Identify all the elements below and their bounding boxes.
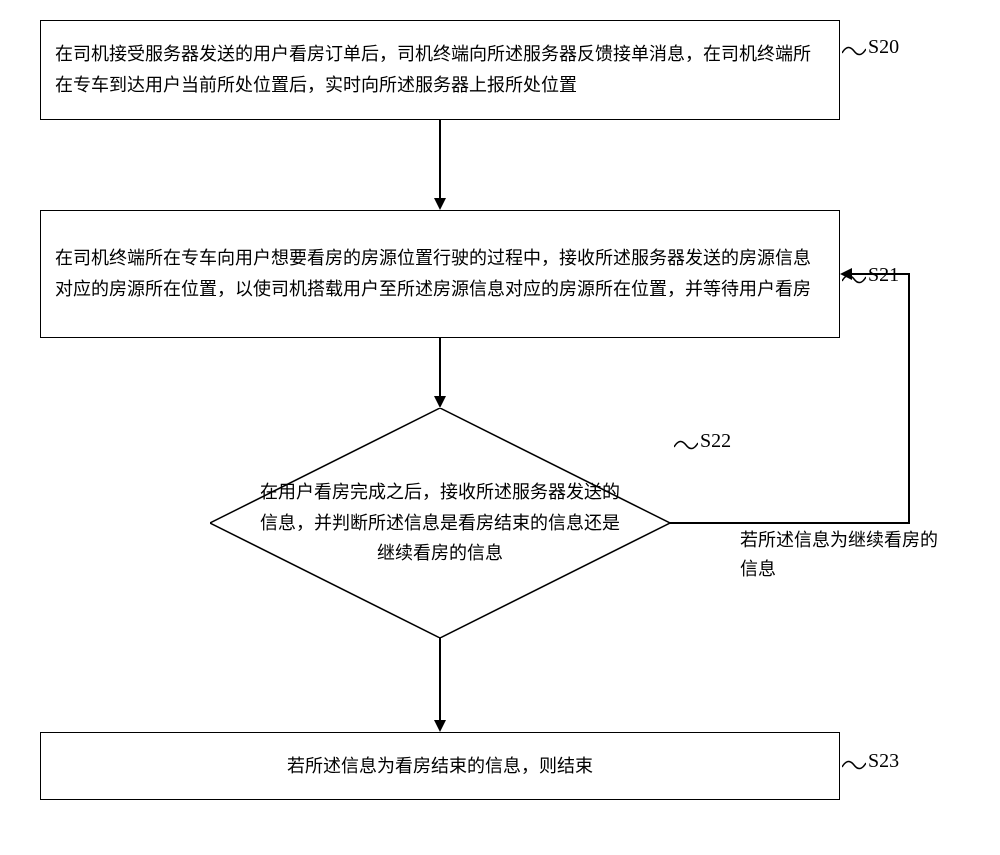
step-s22-text-wrap: 在用户看房完成之后，接收所述服务器发送的信息，并判断所述信息是看房结束的信息还是… [260,458,620,588]
edge-e2-line [439,338,441,396]
edge-e4-head [840,268,852,280]
step-s23-box: 若所述信息为看房结束的信息，则结束 [40,732,840,800]
edge-e2-head [434,396,446,408]
tilde-s23 [842,758,866,772]
step-s20-box: 在司机接受服务器发送的用户看房订单后，司机终端向所述服务器反馈接单消息，在司机终… [40,20,840,120]
flowchart-container: 在司机接受服务器发送的用户看房订单后，司机终端向所述服务器反馈接单消息，在司机终… [40,20,960,840]
edge-e1-line [439,120,441,198]
step-s23-label: S23 [868,750,899,773]
edge-e4-v [908,274,910,524]
step-s22-label: S22 [700,430,731,453]
edge-e4-h2 [852,273,910,275]
edge-e3-head [434,720,446,732]
edge-e4-label: 若所述信息为继续看房的信息 [740,526,940,584]
step-s21-text: 在司机终端所在专车向用户想要看房的房源位置行驶的过程中，接收所述服务器发送的房源… [55,243,825,304]
tilde-s22 [674,438,698,452]
step-s21-box: 在司机终端所在专车向用户想要看房的房源位置行驶的过程中，接收所述服务器发送的房源… [40,210,840,338]
step-s22-text: 在用户看房完成之后，接收所述服务器发送的信息，并判断所述信息是看房结束的信息还是… [260,477,620,569]
step-s20-text: 在司机接受服务器发送的用户看房订单后，司机终端向所述服务器反馈接单消息，在司机终… [55,39,825,100]
step-s21-label: S21 [868,264,899,287]
step-s20-label: S20 [868,36,899,59]
edge-e1-head [434,198,446,210]
edge-e3-line [439,638,441,720]
tilde-s20 [842,44,866,58]
step-s22-wrap: 在用户看房完成之后，接收所述服务器发送的信息，并判断所述信息是看房结束的信息还是… [210,408,670,638]
edge-e4-h1 [670,522,910,524]
step-s23-text: 若所述信息为看房结束的信息，则结束 [287,751,593,782]
